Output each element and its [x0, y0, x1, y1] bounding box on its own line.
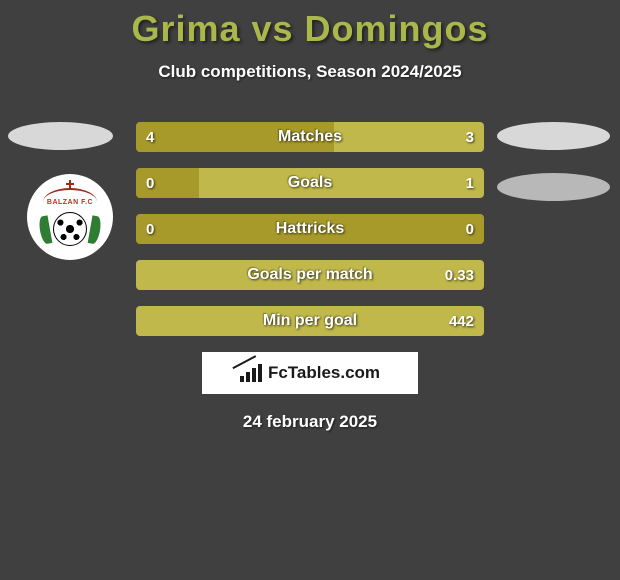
stat-row: Hattricks0 0 [136, 214, 484, 244]
stat-value-player1: 4 [146, 122, 154, 152]
date-line: 24 february 2025 [0, 412, 620, 432]
stat-value-player1: 0 [146, 168, 154, 198]
badge-leaf-left-icon [38, 215, 53, 244]
stat-value-player2: 442 [449, 306, 474, 336]
badge-leaf-right-icon [88, 215, 103, 244]
stat-label: Hattricks [136, 214, 484, 244]
player2-marker-ellipse-2 [497, 173, 610, 201]
stat-value-player1: 0 [146, 214, 154, 244]
player2-marker-ellipse-1 [497, 122, 610, 150]
stat-value-player2: 0 [466, 214, 474, 244]
stats-area: BALZAN F.C Matches43Goals01Hattricks00Go… [0, 122, 620, 432]
stat-label: Matches [136, 122, 484, 152]
player1-club-badge: BALZAN F.C [27, 174, 113, 260]
stat-row: Goals per match0.33 [136, 260, 484, 290]
stat-row: Min per goal442 [136, 306, 484, 336]
brand-chart-icon [240, 364, 262, 382]
stat-value-player2: 0.33 [445, 260, 474, 290]
stat-row: Matches4 3 [136, 122, 484, 152]
stat-value-player2: 3 [466, 122, 474, 152]
brand-text: FcTables.com [268, 363, 380, 383]
stat-row: Goals0 1 [136, 168, 484, 198]
badge-club-name: BALZAN F.C [35, 199, 105, 206]
brand-box[interactable]: FcTables.com [202, 352, 418, 394]
stat-value-player2: 1 [466, 168, 474, 198]
stat-label: Goals [136, 168, 484, 198]
stat-label: Min per goal [136, 306, 484, 336]
player1-marker-ellipse [8, 122, 113, 150]
stat-label: Goals per match [136, 260, 484, 290]
subtitle: Club competitions, Season 2024/2025 [0, 62, 620, 82]
stat-bars: Matches43Goals01Hattricks00Goals per mat… [136, 122, 484, 336]
page-title: Grima vs Domingos [0, 0, 620, 50]
badge-football-icon [53, 212, 87, 246]
